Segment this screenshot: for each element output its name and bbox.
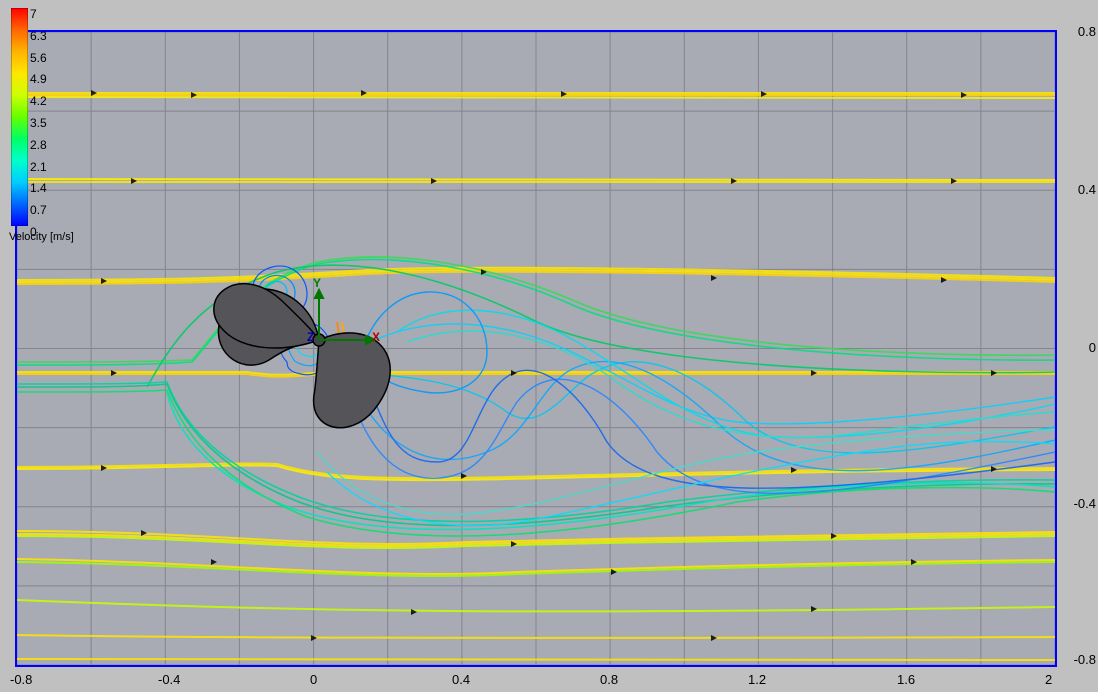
colorbar-tick: 5.6 xyxy=(30,48,47,70)
x-tick: 0 xyxy=(310,672,317,687)
colorbar-tick: 4.9 xyxy=(30,69,47,91)
colorbar-tick: 2.1 xyxy=(30,157,47,179)
colorbar-title: Velocity [m/s] xyxy=(9,231,74,243)
plot-area[interactable] xyxy=(15,30,1057,667)
x-tick: -0.4 xyxy=(158,672,180,687)
colorbar-tick: 2.8 xyxy=(30,135,47,157)
flow-arrows xyxy=(91,90,997,641)
y-tick: -0.8 xyxy=(1074,652,1096,667)
colorbar-tick: 0.7 xyxy=(30,200,47,222)
axis-label-x: X xyxy=(372,330,380,344)
colorbar-tick: 4.2 xyxy=(30,91,47,113)
x-tick: 0.4 xyxy=(452,672,470,687)
wake-streamlines xyxy=(317,292,1055,526)
y-tick: 0.8 xyxy=(1078,24,1096,39)
velocity-colorbar xyxy=(11,8,28,226)
axis-label-z: Z xyxy=(307,330,314,344)
grid xyxy=(17,32,1055,665)
y-tick: -0.4 xyxy=(1074,496,1096,511)
x-tick: -0.8 xyxy=(10,672,32,687)
flow-visualization xyxy=(17,32,1055,665)
colorbar-tick: 3.5 xyxy=(30,113,47,135)
x-tick: 1.2 xyxy=(748,672,766,687)
x-tick: 1.6 xyxy=(897,672,915,687)
x-tick: 2 xyxy=(1045,672,1052,687)
axis-label-y: Y xyxy=(313,276,321,290)
x-tick: 0.8 xyxy=(600,672,618,687)
y-tick: 0.4 xyxy=(1078,182,1096,197)
colorbar-tick: 1.4 xyxy=(30,178,47,200)
colorbar-tick: 6.3 xyxy=(30,26,47,48)
colorbar-tick: 7 xyxy=(30,4,47,26)
colorbar-labels: 7 6.3 5.6 4.9 4.2 3.5 2.8 2.1 1.4 0.7 0 xyxy=(30,4,47,244)
y-tick: 0 xyxy=(1089,340,1096,355)
